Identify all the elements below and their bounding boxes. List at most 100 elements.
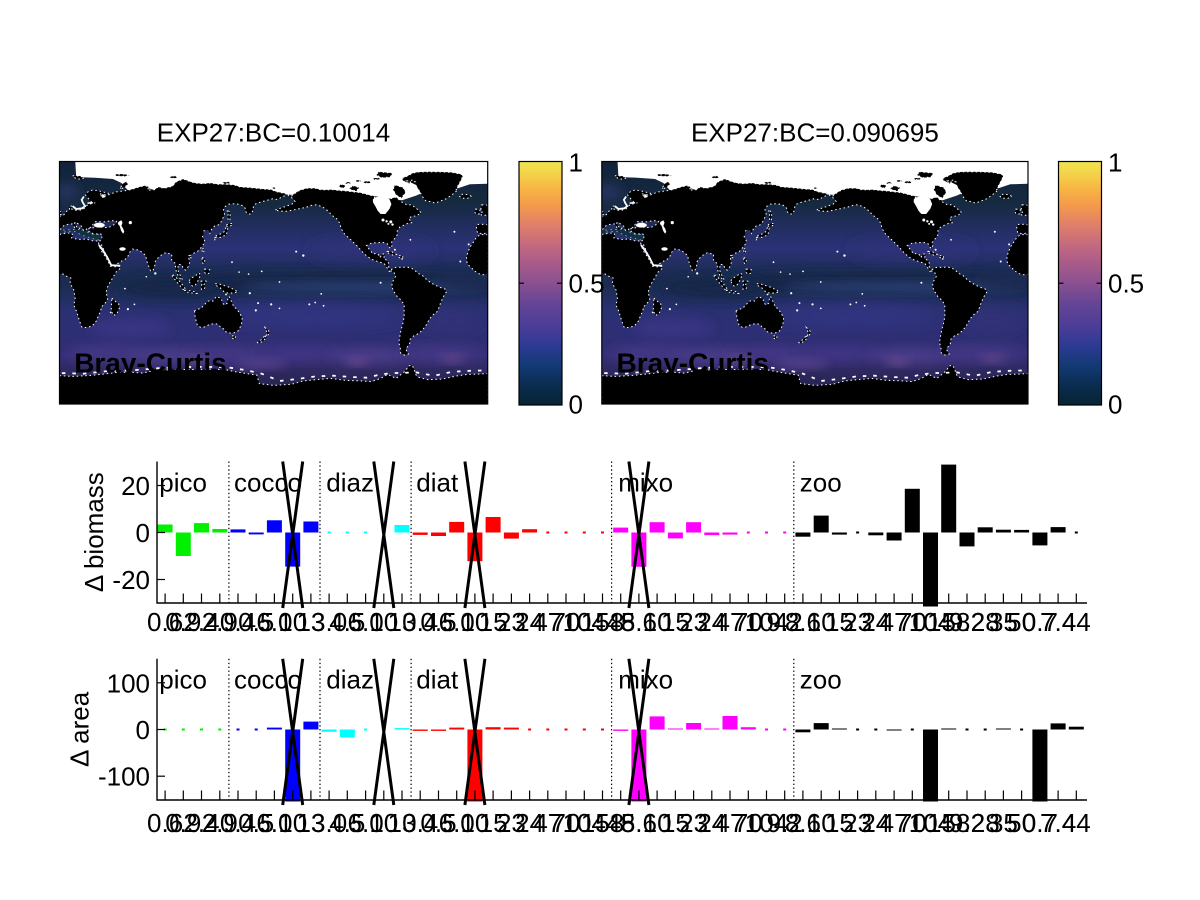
svg-text:2.9: 2.9 [202, 607, 238, 637]
svg-text:6.0: 6.0 [348, 607, 384, 637]
svg-text:0.5: 0.5 [238, 607, 274, 637]
svg-text:45: 45 [606, 607, 635, 637]
svg-text:pico: pico [159, 665, 207, 695]
svg-text:47: 47 [880, 808, 909, 838]
svg-text:24: 24 [515, 808, 544, 838]
svg-text:1: 1 [569, 148, 583, 178]
svg-text:0.6: 0.6 [147, 808, 183, 838]
svg-text:10: 10 [369, 607, 398, 637]
svg-text:diat: diat [416, 665, 459, 695]
svg-text:10: 10 [278, 607, 307, 637]
svg-text:0.5: 0.5 [238, 808, 274, 838]
svg-text:diat: diat [416, 468, 459, 498]
svg-text:10: 10 [807, 808, 836, 838]
svg-text:7.4: 7.4 [1040, 808, 1076, 838]
svg-text:0.4: 0.4 [402, 808, 438, 838]
svg-text:47: 47 [880, 607, 909, 637]
svg-text:13: 13 [296, 808, 325, 838]
svg-text:0: 0 [136, 715, 150, 745]
svg-text:15: 15 [661, 808, 690, 838]
svg-text:0: 0 [136, 518, 150, 548]
svg-text:23: 23 [843, 808, 872, 838]
svg-text:9.2: 9.2 [949, 808, 985, 838]
svg-text:0: 0 [1108, 390, 1122, 420]
svg-text:2.4: 2.4 [183, 607, 219, 637]
svg-text:104: 104 [563, 607, 606, 637]
svg-text:zoo: zoo [800, 468, 842, 498]
svg-text:47: 47 [533, 607, 562, 637]
svg-text:diaz: diaz [326, 665, 374, 695]
svg-text:44: 44 [1062, 607, 1091, 637]
svg-text:2.9: 2.9 [202, 808, 238, 838]
svg-text:24: 24 [697, 808, 726, 838]
svg-text:70: 70 [898, 808, 927, 838]
svg-text:24: 24 [515, 607, 544, 637]
svg-text:cocco: cocco [234, 468, 302, 498]
svg-text:47: 47 [533, 808, 562, 838]
svg-text:mixo: mixo [618, 665, 673, 695]
svg-text:6.0: 6.0 [439, 607, 475, 637]
svg-text:mixo: mixo [618, 468, 673, 498]
svg-text:cocco: cocco [234, 665, 302, 695]
svg-text:13: 13 [296, 607, 325, 637]
svg-text:15: 15 [825, 607, 854, 637]
svg-text:10: 10 [460, 808, 489, 838]
svg-text:6.0: 6.0 [348, 808, 384, 838]
svg-text:0.5: 0.5 [569, 269, 605, 299]
svg-text:diaz: diaz [326, 468, 374, 498]
svg-text:0.4: 0.4 [402, 607, 438, 637]
svg-text:24: 24 [861, 607, 890, 637]
svg-text:3.0: 3.0 [311, 607, 347, 637]
svg-text:35: 35 [989, 607, 1018, 637]
svg-text:Δ area: Δ area [65, 691, 95, 767]
svg-text:2.4: 2.4 [183, 808, 219, 838]
svg-text:8.6: 8.6 [785, 607, 821, 637]
svg-text:15: 15 [479, 808, 508, 838]
svg-text:23: 23 [679, 607, 708, 637]
svg-text:-20: -20 [112, 565, 150, 595]
svg-text:EXP27:BC=0.10014: EXP27:BC=0.10014 [157, 118, 390, 148]
svg-text:24: 24 [697, 607, 726, 637]
svg-text:10: 10 [807, 607, 836, 637]
svg-text:0.5: 0.5 [1108, 269, 1144, 299]
svg-text:24: 24 [861, 808, 890, 838]
svg-text:10: 10 [643, 808, 672, 838]
svg-text:9.2: 9.2 [767, 808, 803, 838]
svg-text:10: 10 [278, 808, 307, 838]
svg-text:20: 20 [121, 471, 150, 501]
svg-text:EXP27:BC=0.090695: EXP27:BC=0.090695 [691, 118, 939, 148]
svg-text:3.0: 3.0 [311, 808, 347, 838]
svg-text:6.0: 6.0 [439, 808, 475, 838]
svg-text:0.9: 0.9 [165, 808, 201, 838]
svg-text:15: 15 [661, 607, 690, 637]
svg-text:70: 70 [552, 607, 581, 637]
svg-text:0.7: 0.7 [1022, 808, 1058, 838]
svg-text:4.5: 4.5 [329, 808, 365, 838]
svg-text:Δ biomass: Δ biomass [79, 472, 109, 592]
svg-text:70: 70 [552, 808, 581, 838]
svg-text:104: 104 [745, 808, 788, 838]
svg-text:47: 47 [716, 808, 745, 838]
svg-text:70: 70 [734, 808, 763, 838]
svg-text:104: 104 [909, 808, 952, 838]
svg-text:15: 15 [825, 808, 854, 838]
svg-text:8.6: 8.6 [621, 808, 657, 838]
svg-text:13: 13 [388, 607, 417, 637]
svg-text:0.7: 0.7 [1022, 607, 1058, 637]
svg-text:158: 158 [581, 808, 624, 838]
svg-text:28: 28 [971, 607, 1000, 637]
svg-text:104: 104 [909, 607, 952, 637]
svg-text:-100: -100 [98, 762, 150, 792]
svg-text:158: 158 [927, 607, 970, 637]
svg-text:47: 47 [716, 607, 745, 637]
svg-text:100: 100 [107, 668, 150, 698]
svg-text:0.5: 0.5 [420, 808, 456, 838]
svg-text:104: 104 [563, 808, 606, 838]
svg-text:1: 1 [1108, 148, 1122, 178]
svg-text:9.2: 9.2 [767, 607, 803, 637]
svg-text:28: 28 [971, 808, 1000, 838]
svg-text:0.4: 0.4 [220, 808, 256, 838]
svg-text:158: 158 [927, 808, 970, 838]
svg-text:23: 23 [679, 808, 708, 838]
svg-text:8.6: 8.6 [621, 607, 657, 637]
